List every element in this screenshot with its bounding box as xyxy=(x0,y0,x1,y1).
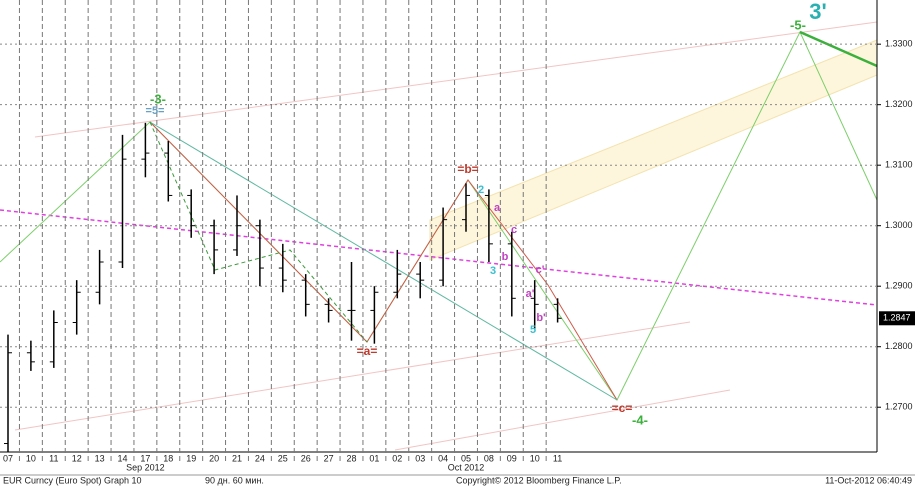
footer-text: 11-Oct-2012 06:40:49 xyxy=(825,475,912,485)
trend-line xyxy=(14,321,691,431)
footer-text: Copyright© 2012 Bloomberg Finance L.P. xyxy=(456,475,622,485)
x-tick-label: 10 xyxy=(26,453,36,463)
wave-label: =a= xyxy=(357,344,378,358)
x-tick-label: 20 xyxy=(209,453,219,463)
x-tick-label: 09 xyxy=(507,453,517,463)
x-tick-label: 18 xyxy=(163,453,173,463)
y-tick-label: 1.3100 xyxy=(885,160,913,170)
wave-label: 3' xyxy=(809,0,826,24)
x-tick-label: 10 xyxy=(530,453,540,463)
x-tick-label: 11 xyxy=(553,453,562,463)
wave-label: =5= xyxy=(146,105,165,117)
wave-label: a xyxy=(494,202,501,214)
x-tick-label: 08 xyxy=(484,453,494,463)
x-tick-label: 25 xyxy=(278,453,288,463)
x-tick-label: 12 xyxy=(72,453,82,463)
y-tick-label: 1.2700 xyxy=(885,402,913,412)
x-tick-label: 03 xyxy=(415,453,425,463)
x-tick-label: 01 xyxy=(369,453,379,463)
footer-text: EUR Curncy (Euro Spot) Graph 10 xyxy=(3,475,142,485)
wave-line xyxy=(149,121,618,401)
x-tick-label: 19 xyxy=(186,453,196,463)
last-price-box xyxy=(879,311,915,326)
x-tick-label: 07 xyxy=(3,453,13,463)
wave-label: c' xyxy=(536,264,545,276)
wave-label: b xyxy=(502,251,509,263)
wave-line xyxy=(149,121,368,343)
x-tick-label: 05 xyxy=(461,453,471,463)
x-tick-label: 24 xyxy=(255,453,265,463)
y-tick-label: 1.3000 xyxy=(885,220,913,230)
wave-label: 5 xyxy=(530,324,536,336)
x-tick-label: 14 xyxy=(117,453,127,463)
wave-label: a' xyxy=(526,288,535,300)
x-tick-label: 04 xyxy=(438,453,448,463)
x-tick-label: 17 xyxy=(140,453,150,463)
wave-label: 3 xyxy=(490,265,496,277)
x-tick-label: 21 xyxy=(232,453,242,463)
wave-label: =c= xyxy=(612,401,633,415)
x-tick-label: 27 xyxy=(324,453,334,463)
y-tick-label: 1.2900 xyxy=(885,281,913,291)
y-tick-label: 1.2800 xyxy=(885,341,913,351)
y-tick-label: 1.3200 xyxy=(885,99,913,109)
month-label: Oct 2012 xyxy=(448,462,485,472)
x-tick-label: 02 xyxy=(392,453,402,463)
trend-line xyxy=(34,21,878,138)
wave-label: -3- xyxy=(150,91,166,106)
wave-line xyxy=(799,30,878,68)
wave-label: b' xyxy=(536,312,546,324)
month-label: Sep 2012 xyxy=(126,462,165,472)
last-price: 1.2847 xyxy=(883,313,911,323)
trend-line xyxy=(394,389,731,451)
y-tick-label: 1.3300 xyxy=(885,39,913,49)
footer-text: 90 дн. 60 мин. xyxy=(205,475,264,485)
wave-label: -5- xyxy=(790,17,806,32)
wave-label: 2 xyxy=(478,184,484,196)
x-tick-label: 28 xyxy=(346,453,356,463)
x-tick-label: 13 xyxy=(95,453,105,463)
wave-label: =b= xyxy=(457,162,478,176)
wave-label: -4- xyxy=(632,412,648,427)
x-tick-label: 11 xyxy=(49,453,58,463)
x-tick-label: 26 xyxy=(301,453,311,463)
wave-label: c xyxy=(511,224,517,236)
